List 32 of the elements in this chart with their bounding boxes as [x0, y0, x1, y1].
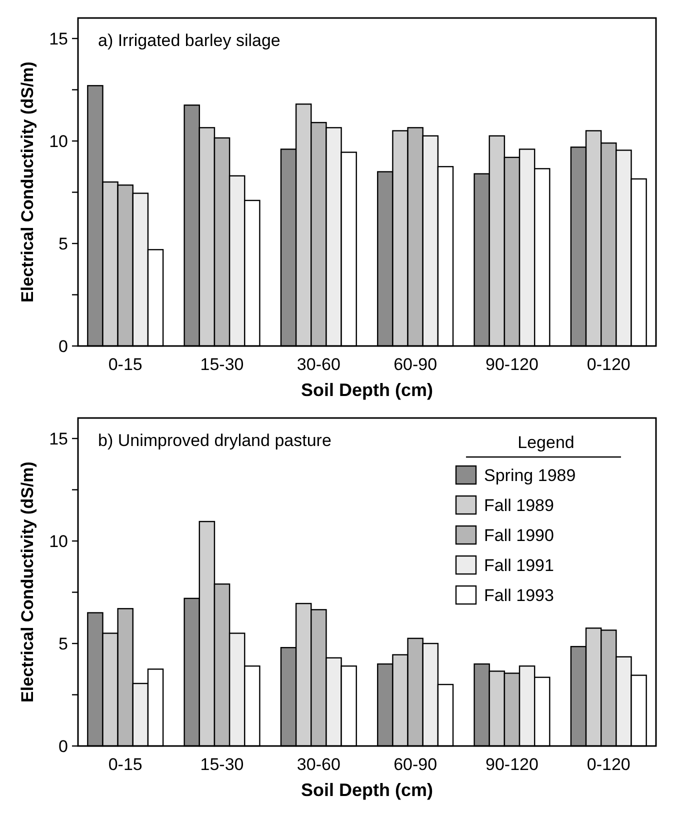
y-tick-label: 10	[49, 132, 68, 151]
x-tick-label: 15-30	[200, 355, 244, 374]
x-tick-label: 90-120	[486, 355, 538, 374]
y-tick-label: 10	[49, 532, 68, 551]
x-tick-label: 60-90	[394, 755, 438, 774]
text: a) Irrigated barley silage	[98, 31, 280, 50]
x-tick-label: 30-60	[296, 355, 340, 374]
x-axis-title: Soil Depth (cm)	[300, 380, 434, 400]
legend-label: Fall 1991	[484, 556, 554, 575]
x-tick-label: 15-30	[200, 755, 244, 774]
x-tick-label: 90-120	[486, 755, 538, 774]
y-tick-label: 15	[49, 29, 68, 48]
x-tick-label: 30-60	[296, 755, 340, 774]
y-tick-label: 0	[58, 336, 68, 356]
legend-label: Fall 1993	[484, 586, 554, 605]
x-tick-label: 0-120	[586, 755, 630, 774]
text: b) Unimproved dryland pasture	[98, 431, 332, 450]
x-tick-label: 60-90	[394, 355, 438, 374]
legend-label: Spring 1989	[484, 466, 576, 485]
y-tick-label: 0	[58, 736, 68, 756]
x-tick-label: 0-15	[108, 755, 142, 774]
y-axis-title: Electrical Conductivity (dS/m)	[18, 62, 37, 302]
x-axis-title: Soil Depth (cm)	[300, 780, 434, 800]
y-tick-label: 5	[58, 634, 68, 654]
y-axis-title: Electrical Conductivity (dS/m)	[18, 462, 37, 702]
legend-label: Fall 1989	[484, 496, 554, 515]
legend-title: Legend	[518, 433, 574, 452]
x-tick-label: 0-120	[586, 355, 630, 374]
y-tick-label: 5	[58, 234, 68, 254]
x-tick-label: 0-15	[108, 355, 142, 374]
legend-label: Fall 1990	[484, 526, 554, 545]
y-tick-label: 15	[49, 429, 68, 448]
